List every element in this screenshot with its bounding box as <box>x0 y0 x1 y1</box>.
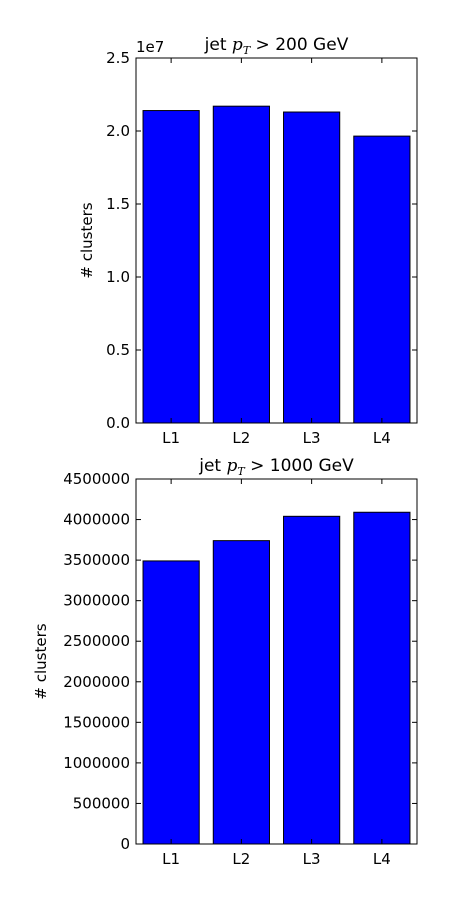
x-tick-label: L3 <box>303 429 321 447</box>
y-tick-label: 2.0 <box>106 122 130 140</box>
x-tick-label: L1 <box>162 850 180 868</box>
y-tick-label: 2500000 <box>63 632 130 650</box>
y-tick-label: 0 <box>120 835 130 853</box>
axes-frame <box>135 478 418 845</box>
x-tick-label: L2 <box>232 850 250 868</box>
y-tick-label: 4000000 <box>63 511 130 529</box>
x-tick-label: L4 <box>373 429 391 447</box>
bar-l2 <box>212 105 270 424</box>
bar-l4 <box>353 135 411 424</box>
x-tick-label: L4 <box>373 850 391 868</box>
x-tick-label: L3 <box>303 850 321 868</box>
y-tick-label: 0.0 <box>106 414 130 432</box>
bar-l1 <box>142 110 200 424</box>
chart-title: jet pT > 200 GeV <box>204 35 349 57</box>
chart-title-prefix: jet <box>204 35 232 55</box>
chart-title-prefix: jet <box>198 456 226 476</box>
y-tick-label: 2000000 <box>63 673 130 691</box>
chart-panel-1: 0.0 0.5 1.0 1.5 2.0 2.5 L1 L2 L3 L4 1e7 jet pT > 20… <box>78 35 418 447</box>
chart-panel-2: 0 500000 1000000 1500000 2000000 2500000 30000… <box>32 456 418 868</box>
bar-l3 <box>283 111 341 424</box>
chart-title-subscript: T <box>243 44 252 57</box>
y-tick-label: 500000 <box>73 794 130 812</box>
x-tick-label: L1 <box>162 429 180 447</box>
bar-l1 <box>142 560 200 845</box>
x-tick-label: L2 <box>232 429 250 447</box>
y-axis-label: # clusters <box>32 623 50 699</box>
bar-l2 <box>212 540 270 845</box>
chart-title-math: p <box>227 456 238 476</box>
chart-title-suffix: > 1000 GeV <box>245 456 354 476</box>
bar-l4 <box>353 511 411 845</box>
y-tick-label: 3000000 <box>63 592 130 610</box>
chart-title: jet pT > 1000 GeV <box>198 456 354 478</box>
axes-frame <box>135 57 418 424</box>
y-tick-label: 4500000 <box>63 470 130 488</box>
y-axis-label: # clusters <box>78 202 96 278</box>
bar-l3 <box>283 515 341 845</box>
y-tick-label: 1500000 <box>63 713 130 731</box>
y-tick-label: 2.5 <box>106 49 130 67</box>
y-tick-label: 1.5 <box>106 195 130 213</box>
chart-title-math: p <box>232 35 243 55</box>
y-offset-text: 1e7 <box>136 38 164 56</box>
y-tick-label: 1000000 <box>63 754 130 772</box>
chart-title-suffix: > 200 GeV <box>250 35 349 55</box>
chart-title-subscript: T <box>237 465 246 478</box>
y-tick-label: 0.5 <box>106 341 130 359</box>
y-tick-label: 3500000 <box>63 551 130 569</box>
y-tick-label: 1.0 <box>106 268 130 286</box>
